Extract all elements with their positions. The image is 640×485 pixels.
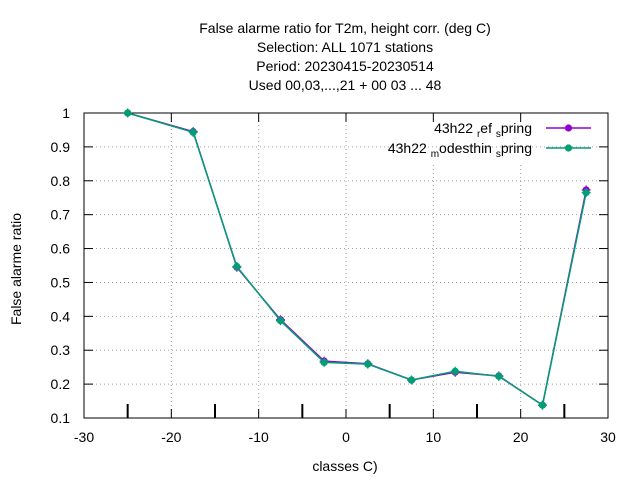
- y-tick-label: 0.3: [51, 342, 71, 358]
- x-tick-label: 0: [342, 429, 350, 445]
- grid: [84, 113, 608, 418]
- title-line-1: False alarme ratio for T2m, height corr.…: [199, 20, 491, 36]
- title-line-3: Period: 20230415-20230514: [256, 58, 434, 74]
- series-43h22_modesthin_spring: [123, 108, 591, 410]
- series-layer: [123, 108, 591, 410]
- y-tick-label: 1: [62, 105, 70, 121]
- x-tick-label: -20: [161, 429, 181, 445]
- x-tick-label: 20: [513, 429, 529, 445]
- y-tick-label: 0.8: [51, 173, 71, 189]
- data-point-cross: [407, 375, 416, 385]
- axis-ticks: 0.1 0.2 0.3 0.4 0.5 0.6 0.7 0.8 0.9 1 -30 -20 -10 0 10…: [51, 105, 616, 445]
- legend-label: 43h22 ref spring: [434, 120, 532, 140]
- data-point-cross: [276, 316, 285, 326]
- legend-swatch-marker: [564, 124, 573, 132]
- x-tick-label: -30: [74, 429, 94, 445]
- x-tick-label: -10: [249, 429, 269, 445]
- y-axis-label: False alarme ratio: [8, 213, 24, 325]
- y-tick-label: 0.9: [51, 139, 71, 155]
- data-point-cross: [581, 188, 591, 198]
- y-tick-label: 0.7: [51, 207, 71, 223]
- data-point-cross: [232, 262, 242, 272]
- legend-label: 43h22 modesthin spring: [388, 140, 532, 160]
- title-line-2: Selection: ALL 1071 stations: [257, 39, 433, 55]
- data-point-cross: [319, 357, 329, 367]
- data-point-cross: [494, 371, 504, 381]
- series-line: [127, 112, 587, 407]
- data-point-cross: [538, 400, 547, 410]
- y-tick-label: 0.4: [51, 308, 71, 324]
- y-tick-label: 0.6: [51, 241, 71, 257]
- data-point-cross: [450, 366, 460, 376]
- title-line-4: Used 00,03,...,21 + 00 03 ... 48: [249, 77, 442, 93]
- x-axis-label: classes C): [312, 458, 377, 474]
- legend-swatch-marker: [564, 144, 573, 152]
- data-point-cross: [188, 127, 198, 137]
- y-tick-label: 0.1: [51, 410, 71, 426]
- x-tick-label: 30: [600, 429, 616, 445]
- series-line: [127, 112, 587, 407]
- legend-item: 43h22 ref spring: [434, 120, 591, 140]
- legend-item: 43h22 modesthin spring: [388, 140, 591, 160]
- x-tick-label: 10: [426, 429, 442, 445]
- chart-title: False alarme ratio for T2m, height corr.…: [199, 20, 491, 93]
- data-point-cross: [363, 359, 373, 369]
- y-tick-label: 0.5: [51, 274, 71, 290]
- y-tick-label: 0.2: [51, 376, 71, 392]
- data-point-cross: [123, 108, 133, 118]
